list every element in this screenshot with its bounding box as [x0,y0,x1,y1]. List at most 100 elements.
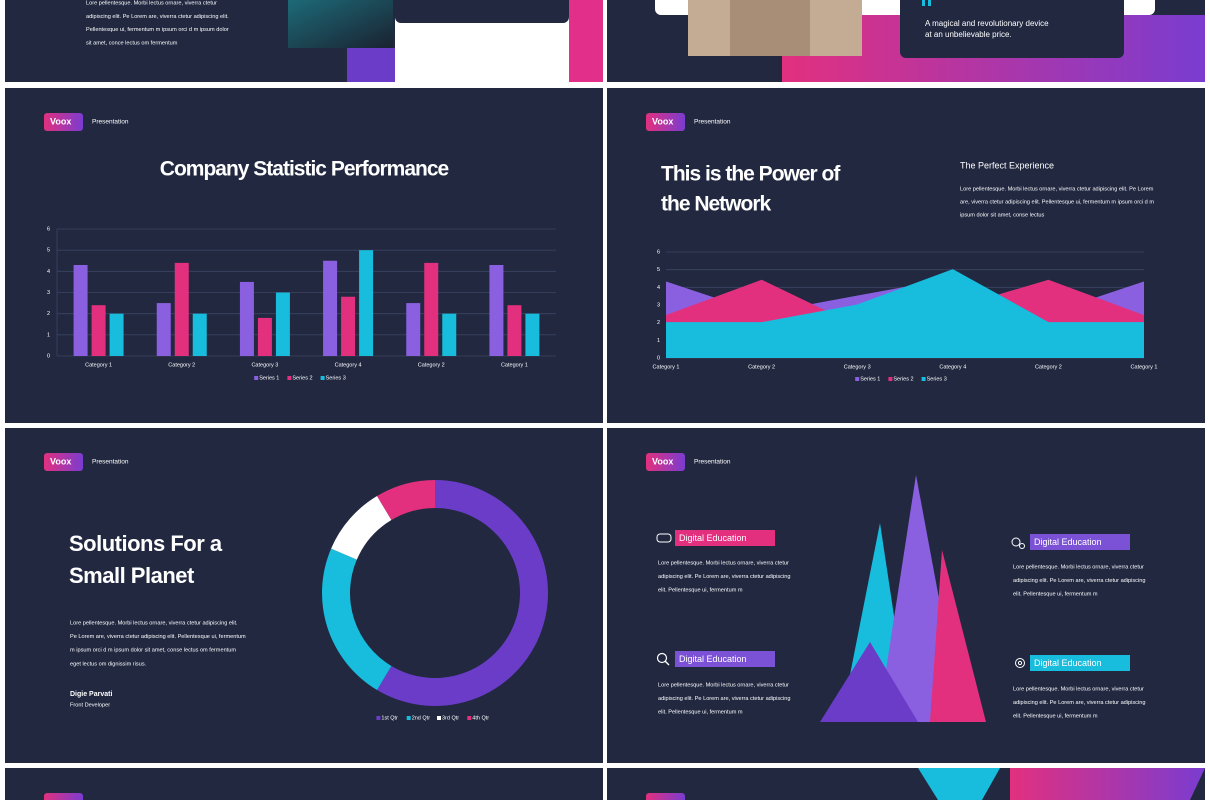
bar [489,264,504,356]
paragraph: are, viverra ctetur adipiscing elit. Pel… [960,199,1154,205]
donut-slice [377,480,548,706]
x-tick-label: Category 4 [939,364,966,370]
bar [239,281,254,356]
y-tick-label: 2 [657,320,660,326]
brand-badge [44,793,83,800]
paragraph: Lore pellentesque. Morbi lectus ornare, … [86,0,217,6]
item-label: Digital Education [679,533,747,543]
y-tick-label: 4 [657,285,660,291]
paragraph: Pe Lorem are, viverra ctetur adipiscing … [70,634,246,640]
icon [656,652,668,664]
bar [341,296,356,356]
paragraph: Lore pellentesque. Morbi lectus ornare, … [70,620,238,626]
paragraph: adipiscing elit. Pe Lorem are, viverra c… [658,696,790,702]
quote-text: A magical and revolutionary device [925,19,1049,28]
bar [73,264,88,356]
legend-swatch [406,716,411,720]
legend-swatch [855,377,860,381]
paragraph: sit amet, conce lectus om fermentum [86,40,178,46]
legend-label: Series 3 [927,376,947,382]
paragraph: elit. Pellentesque ui, fermentum m [1013,591,1098,597]
x-tick-label: Category 1 [1131,364,1158,370]
card [395,0,569,23]
bar [91,305,106,356]
shape [918,768,1000,800]
slide-title: Solutions For a [69,531,223,556]
bar [156,303,171,356]
legend-swatch [467,716,472,720]
y-tick-label: 6 [47,226,50,232]
y-tick-label: 5 [657,267,660,273]
paragraph: elit. Pellentesque ui, fermentum m [1013,713,1098,719]
donut-slice [377,480,435,521]
photo [730,0,810,56]
legend-swatch [437,716,441,720]
label-box [1030,655,1130,671]
slide-bg [5,428,603,763]
paragraph: Lore pellentesque. Morbi lectus ornare, … [658,560,789,566]
brand-badge [646,113,685,131]
paragraph: Lore pellentesque. Morbi lectus ornare, … [1013,686,1144,692]
label-box [675,651,775,667]
legend-label: 3rd Qtr [442,715,459,721]
bar [109,313,124,356]
header-label: Presentation [92,459,129,466]
slide-bg [5,88,603,423]
icon [656,533,672,543]
legend-swatch [888,377,893,381]
legend-swatch [287,376,292,380]
paragraph: adipiscing elit. Pe Lorem are, viverra c… [1013,700,1145,706]
x-tick-label: Category 3 [251,362,278,368]
area-line [666,269,1144,324]
band [1010,768,1205,800]
paragraph: elit. Pellentesque ui, fermentum m [658,587,743,593]
slide-title: Small Planet [69,563,195,588]
legend-label: 1st Qtr [381,715,398,721]
donut-slice [331,495,392,560]
x-tick-label: Category 1 [501,362,528,368]
legend-swatch [376,716,381,720]
brand-badge [44,453,83,471]
bar [257,317,272,356]
quote-mark [922,0,925,6]
paragraph: Lore pellentesque. Morbi lectus ornare, … [960,186,1154,192]
x-tick-label: Category 2 [168,362,195,368]
paragraph: ipsum dolor sit amet, conse lectus [960,212,1044,218]
photo [288,0,393,48]
donut-slice [322,548,392,691]
icon [664,660,670,666]
bar [275,292,290,356]
y-tick-label: 6 [657,249,660,255]
slide-bg [607,88,1205,423]
paragraph: adipiscing elit. Pe Lorem are, viverra c… [658,574,790,580]
legend-label: Series 2 [292,375,312,381]
brand: Voox [50,456,71,466]
slide-bg [5,768,603,800]
header-label: Presentation [92,119,129,126]
brand-badge [646,453,685,471]
author: Digie Parvati [70,691,112,698]
item-label: Digital Education [1034,537,1102,547]
y-tick-label: 2 [47,311,50,317]
icon [1011,537,1021,547]
subtitle: The Perfect Experience [960,160,1054,170]
item-label: Digital Education [679,654,747,664]
brand: Voox [652,456,673,466]
x-tick-label: Category 2 [748,364,775,370]
quote-card [900,0,1124,58]
block [569,0,603,82]
y-tick-label: 4 [47,269,50,275]
paragraph: Lore pellentesque. Morbi lectus ornare, … [1013,564,1144,570]
chart-title: Company Statistic Performance [160,158,449,181]
x-tick-label: Category 4 [335,362,362,368]
paragraph: elit. Pellentesque ui, fermentum m [658,709,743,715]
brand: Voox [50,116,71,126]
y-tick-label: 1 [657,338,660,344]
y-tick-label: 0 [657,355,660,361]
item-label: Digital Education [1034,658,1102,668]
bar [174,262,189,356]
y-tick-label: 1 [47,332,50,338]
paragraph: adipiscing elit. Pe Lorem are, viverra c… [1013,578,1145,584]
